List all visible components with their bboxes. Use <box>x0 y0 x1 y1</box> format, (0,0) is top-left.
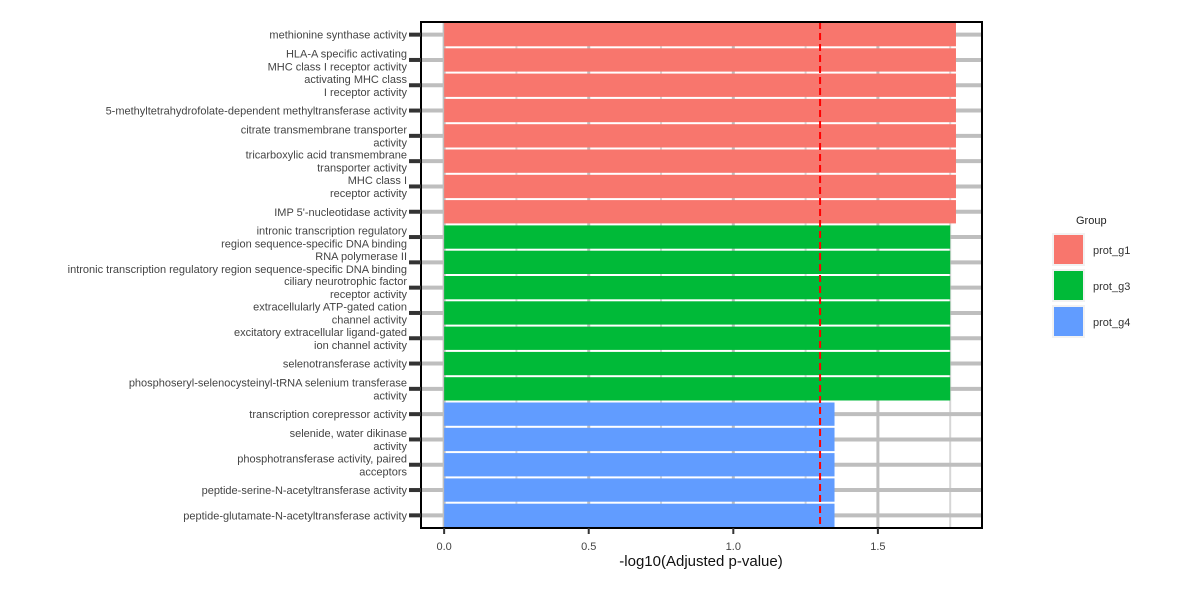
bar <box>444 98 956 123</box>
legend-label: prot_g4 <box>1093 317 1130 329</box>
y-tick-label: transcription corepressor activity <box>249 409 407 421</box>
bar <box>444 377 951 401</box>
y-tick-label-line: phosphoseryl-selenocysteinyl-tRNA seleni… <box>129 377 407 389</box>
y-tick-label-line: methionine synthase activity <box>269 30 407 42</box>
legend-label: prot_g3 <box>1093 281 1130 293</box>
x-tick-label: 0.5 <box>581 541 596 553</box>
y-tick-label-line: excitatory extracellular ligand-gated <box>234 327 407 339</box>
y-tick-label-line: selenotransferase activity <box>283 359 408 371</box>
bar <box>444 250 951 274</box>
bar <box>444 149 956 173</box>
bar <box>444 402 835 426</box>
y-tick-label-line: selenide, water dikinase <box>290 428 407 440</box>
bar <box>444 174 956 199</box>
y-tick-label: intronic transcription regulatory region … <box>221 226 407 251</box>
y-tick-label: ciliary neurotrophic factor receptor acti… <box>284 276 407 301</box>
grid-lines <box>421 22 982 528</box>
y-tick-label-line: ciliary neurotrophic factor <box>284 276 407 288</box>
y-tick-label-line: phosphotransferase activity, paired <box>237 453 407 465</box>
y-tick-label-line: peptide-glutamate-N-acetyltransferase ac… <box>183 510 407 522</box>
y-tick-label-line: peptide-serine-N-acetyltransferase activ… <box>202 485 408 497</box>
y-tick-label: HLA-A specific activating MHC class I rec… <box>268 48 408 73</box>
y-tick-label-line: activating MHC class <box>304 74 407 86</box>
plot-panel-border <box>420 21 983 529</box>
x-tick-label: 0.0 <box>436 541 451 553</box>
legend: Group prot_g1 prot_g3 prot_g4 <box>1052 215 1130 338</box>
x-axis-title: -log10(Adjusted p-value) <box>619 553 782 570</box>
bar <box>444 276 951 300</box>
bar <box>444 351 951 376</box>
bar <box>444 23 956 47</box>
bars <box>444 23 956 527</box>
y-tick-label-line: extracellularly ATP-gated cation <box>253 301 407 313</box>
legend-title: Group <box>1076 215 1107 227</box>
y-tick-label: tricarboxylic acid transmembrane transpor… <box>246 150 408 175</box>
bar <box>444 200 956 224</box>
y-tick-label: peptide-serine-N-acetyltransferase activ… <box>202 485 408 497</box>
bar <box>444 503 835 527</box>
legend-items: prot_g1 prot_g3 prot_g4 <box>1052 233 1130 338</box>
y-tick-label-line: activity <box>373 390 407 402</box>
y-tick-label: phosphotransferase activity, paired accep… <box>237 453 407 478</box>
y-tick-label-line: channel activity <box>332 314 408 326</box>
x-tick-label: 1.5 <box>870 541 885 553</box>
bar <box>444 73 956 97</box>
y-axis-ticks <box>409 32 421 518</box>
x-axis-ticks: 0.0 0.5 1.0 1.5 <box>436 528 886 553</box>
y-tick-label-line: activity <box>373 441 407 453</box>
y-tick-label-line: intronic transcription regulatory region… <box>68 264 407 276</box>
y-tick-label-line: RNA polymerase II <box>315 251 407 263</box>
y-tick-label-line: MHC class I receptor activity <box>268 61 408 73</box>
bar <box>444 478 835 502</box>
y-tick-label: methionine synthase activity <box>269 30 407 42</box>
y-tick-label-line: tricarboxylic acid transmembrane <box>246 150 407 162</box>
y-tick-label-line: I receptor activity <box>324 87 408 99</box>
y-tick-label-line: MHC class I <box>348 175 407 187</box>
legend-label: prot_g1 <box>1093 245 1130 257</box>
y-tick-label: citrate transmembrane transporter activit… <box>241 124 408 149</box>
y-tick-label-line: citrate transmembrane transporter <box>241 124 408 136</box>
y-tick-label-line: receptor activity <box>330 188 408 200</box>
legend-key <box>1054 271 1083 300</box>
y-tick-label: extracellularly ATP-gated cation channel … <box>253 301 407 326</box>
y-tick-label: IMP 5'-nucleotidase activity <box>274 207 407 219</box>
bar <box>444 453 835 477</box>
y-tick-label: selenotransferase activity <box>283 359 408 371</box>
bar <box>444 225 951 249</box>
y-tick-label: RNA polymerase II intronic transcription … <box>68 251 407 276</box>
y-tick-label: peptide-glutamate-N-acetyltransferase ac… <box>183 510 407 522</box>
y-tick-label-line: receptor activity <box>330 289 408 301</box>
y-tick-label-line: intronic transcription regulatory <box>257 226 408 238</box>
y-tick-label-line: acceptors <box>359 466 407 478</box>
y-tick-label: activating MHC class I receptor activity <box>304 74 407 99</box>
bar <box>444 301 951 325</box>
legend-key <box>1054 235 1083 264</box>
x-tick-label: 1.0 <box>726 541 741 553</box>
bar <box>444 326 951 350</box>
y-tick-label: selenide, water dikinase activity <box>290 428 408 453</box>
bar <box>444 48 956 72</box>
y-tick-label-line: transporter activity <box>317 163 407 175</box>
bar <box>444 124 956 148</box>
y-tick-label: phosphoseryl-selenocysteinyl-tRNA seleni… <box>129 377 408 402</box>
y-tick-label-line: ion channel activity <box>314 340 407 352</box>
y-tick-label-line: IMP 5'-nucleotidase activity <box>274 207 407 219</box>
y-tick-label-line: activity <box>373 137 407 149</box>
y-tick-label-line: region sequence-specific DNA binding <box>221 239 407 251</box>
legend-key <box>1054 307 1083 336</box>
y-tick-label-line: 5-methyltetrahydrofolate-dependent methy… <box>106 106 408 118</box>
y-axis-tick-labels: methionine synthase activity HLA-A specif… <box>68 30 408 523</box>
y-tick-label: excitatory extracellular ligand-gated ion… <box>234 327 408 352</box>
bar <box>444 427 835 452</box>
y-tick-label-line: HLA-A specific activating <box>286 48 407 60</box>
y-tick-label: 5-methyltetrahydrofolate-dependent methy… <box>106 106 408 118</box>
y-tick-label-line: transcription corepressor activity <box>249 409 407 421</box>
